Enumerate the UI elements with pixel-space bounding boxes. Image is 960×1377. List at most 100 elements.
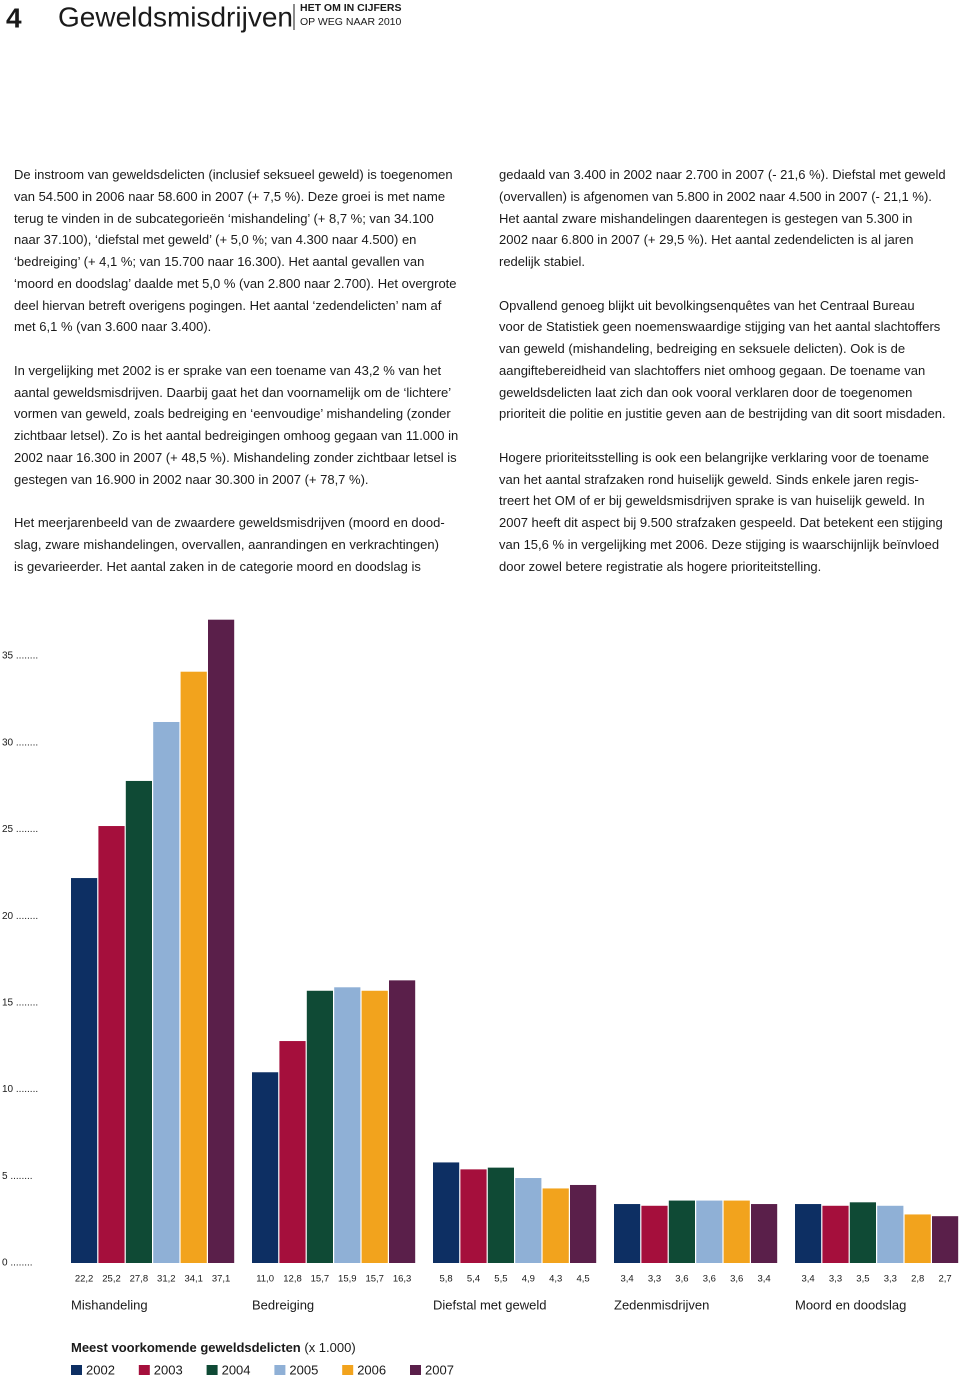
text-line: met 6,1 % (van 3.600 naar 3.400). — [14, 319, 212, 335]
category-label: Mishandeling — [71, 1297, 148, 1312]
value-label: 3,3 — [648, 1274, 661, 1285]
legend-label: 2004 — [222, 1362, 251, 1377]
text-line: Het aantal zware mishandelingen daarente… — [499, 210, 913, 226]
text-line: van 54.500 in 2006 naar 58.600 in 2007 (… — [14, 188, 446, 204]
text-line: redelijk stabiel. — [499, 254, 585, 269]
bar — [460, 1169, 487, 1263]
text-line: deel hiervan betreft overigens pogingen.… — [14, 297, 442, 313]
legend-swatch — [71, 1365, 82, 1375]
y-tick-label: 35 ........ — [2, 651, 38, 662]
value-label: 4,5 — [576, 1274, 589, 1285]
legend-swatch — [206, 1365, 218, 1375]
bar — [334, 987, 361, 1263]
value-label: 3,5 — [856, 1274, 869, 1285]
text-line: vormen van geweld, zoals bedreiging en ‘… — [14, 406, 451, 422]
bar — [361, 990, 388, 1263]
y-tick-label: 25 ........ — [2, 824, 38, 835]
value-label: 2,8 — [911, 1274, 924, 1285]
text-line: 2002 naar 16.300 in 2007 (+ 48,5 %). Mis… — [14, 449, 457, 465]
value-label: 4,9 — [522, 1274, 535, 1285]
text-line: De instroom van geweldsdelicten (inclusi… — [14, 167, 453, 182]
value-label: 15,9 — [338, 1274, 357, 1285]
bar — [668, 1200, 695, 1263]
value-label: 25,2 — [102, 1274, 121, 1285]
text-line: aantal geweldsmisdrijven. Daarbij gaat h… — [14, 384, 452, 400]
bar — [180, 671, 207, 1263]
bar — [389, 980, 416, 1263]
text-line: aangiftebereidheid van slachtoffers niet… — [499, 362, 926, 378]
text-line: ‘moord en doodslag’ daalde met 5,0 % (va… — [14, 275, 457, 291]
legend-label: 2005 — [289, 1362, 318, 1377]
text-line: van 15,6 % in vergelijking met 2006. Dez… — [499, 536, 940, 552]
value-label: 3,4 — [620, 1274, 633, 1285]
bar — [208, 619, 235, 1263]
legend-swatch — [138, 1365, 150, 1375]
text-line: voor de Statistiek geen noemenswaardige … — [499, 319, 941, 335]
bar — [98, 826, 125, 1263]
bar — [723, 1200, 750, 1263]
text-line: naar 37.100), ‘diefstal met geweld’ (+ 5… — [14, 232, 417, 248]
value-label: 3,6 — [675, 1274, 688, 1285]
y-tick-label: 30 ........ — [2, 737, 38, 748]
text-line: Het meerjarenbeeld van de zwaardere gewe… — [14, 515, 445, 530]
value-label: 5,4 — [467, 1274, 480, 1285]
bar — [614, 1204, 641, 1263]
value-label: 11,0 — [256, 1274, 274, 1285]
bar — [125, 780, 152, 1263]
bar — [795, 1204, 822, 1263]
value-label: 15,7 — [311, 1274, 330, 1285]
text-line: 2007 heeft dit aspect bij 9.500 strafzak… — [499, 515, 943, 530]
bar — [306, 990, 333, 1263]
value-label: 27,8 — [130, 1274, 149, 1285]
y-tick-label: 15 ........ — [2, 998, 38, 1009]
bar — [641, 1205, 668, 1263]
chapter-title: Geweldsmisdrijven — [58, 1, 293, 32]
value-label: 3,6 — [730, 1274, 743, 1285]
bar — [252, 1072, 279, 1263]
value-label: 2,7 — [938, 1274, 951, 1285]
text-line: slag, zware mishandelingen, overvallen, … — [14, 536, 439, 552]
y-tick-label: 10 ........ — [2, 1084, 38, 1095]
y-tick-label: 0 ........ — [2, 1258, 33, 1269]
legend-label: 2007 — [425, 1362, 454, 1377]
bar — [487, 1167, 514, 1263]
legend-swatch — [410, 1365, 421, 1375]
series-title: HET OM IN CIJFERS — [300, 2, 402, 14]
text-line: van het aantal strafzaken rond huiselijk… — [499, 471, 919, 487]
series-subtitle: OP WEG NAAR 2010 — [300, 16, 402, 28]
bar — [849, 1202, 876, 1263]
bar — [904, 1214, 931, 1263]
bar — [696, 1200, 723, 1263]
legend-label: 2003 — [154, 1362, 183, 1377]
legend-swatch — [342, 1365, 354, 1375]
legend-label: 2002 — [86, 1362, 115, 1377]
y-tick-label: 5 ........ — [2, 1171, 33, 1182]
text-line: In vergelijking met 2002 is er sprake va… — [14, 362, 442, 378]
page-number: 4 — [6, 2, 22, 33]
text-line: gestegen van 16.900 in 2002 naar 30.300 … — [14, 471, 369, 487]
value-label: 34,1 — [184, 1274, 203, 1285]
chart-title-text: Meest voorkomende geweldsdelicten — [71, 1340, 301, 1355]
text-line: Opvallend genoeg blijkt uit bevolkingsen… — [499, 297, 915, 313]
category-label: Diefstal met geweld — [433, 1297, 546, 1312]
bar — [932, 1216, 959, 1263]
text-line: Hogere prioriteitsstelling is ook een be… — [499, 449, 929, 465]
text-line: van geweld (mishandeling, bedreiging en … — [499, 341, 906, 356]
bar — [71, 878, 98, 1263]
value-label: 3,6 — [703, 1274, 716, 1285]
text-line: geweldsdelicten laat zich dan ook vooral… — [499, 384, 913, 400]
value-label: 3,3 — [829, 1274, 842, 1285]
value-label: 3,4 — [801, 1274, 814, 1285]
text-line: gedaald van 3.400 in 2002 naar 2.700 in … — [499, 167, 946, 182]
text-line: terug te vinden in de subcategorieën ‘mi… — [14, 210, 434, 226]
text-line: treert het OM of er bij geweldsmisdrijve… — [499, 493, 925, 509]
category-label: Zedenmisdrijven — [614, 1297, 709, 1312]
text-line: door zowel betere registratie als hogere… — [499, 558, 822, 574]
text-line: 2002 naar 6.800 in 2007 (+ 29,5 %). Het … — [499, 232, 914, 248]
category-label: Bedreiging — [252, 1297, 314, 1312]
text-line: ‘bedreiging’ (+ 4,1 %; van 15.700 naar 1… — [14, 254, 425, 269]
category-label: Moord en doodslag — [795, 1297, 906, 1312]
value-label: 15,7 — [365, 1274, 384, 1285]
bar — [542, 1188, 569, 1263]
